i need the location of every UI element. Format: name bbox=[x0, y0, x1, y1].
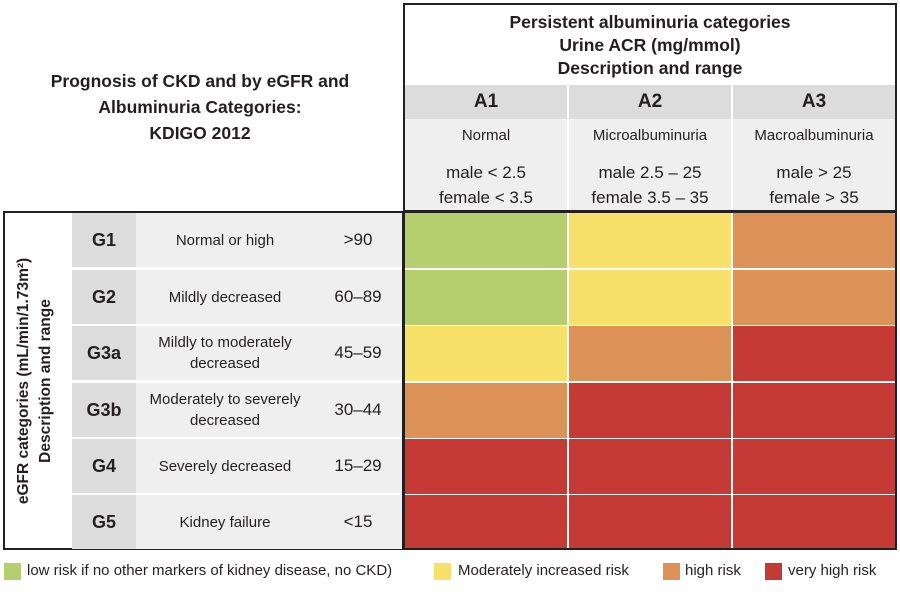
egfr-desc-g1: Normal or high bbox=[136, 213, 314, 267]
range-male: male 2.5 – 25 bbox=[598, 163, 702, 182]
range-male: male < 2.5 bbox=[446, 163, 526, 182]
title-line-1: Prognosis of CKD and by eGFR and bbox=[50, 71, 350, 91]
egfr-desc-g4: Severely decreased bbox=[136, 439, 314, 493]
egfr-axis-line-1: eGFR categories (mL/min/1.73m²) bbox=[15, 257, 32, 504]
risk-cell-g3a-a3 bbox=[733, 326, 895, 381]
albuminuria-range-a2: male 2.5 – 25 female 3.5 – 35 bbox=[569, 160, 731, 210]
legend-swatch-low bbox=[4, 563, 21, 580]
egfr-code-g2: G2 bbox=[72, 270, 136, 324]
albuminuria-title-line-3: Description and range bbox=[557, 58, 743, 78]
risk-cell-g1-a1 bbox=[405, 213, 567, 268]
albuminuria-desc-a1: Normal bbox=[461, 127, 511, 144]
range-female: female > 35 bbox=[769, 188, 859, 207]
albuminuria-range-a1: male < 2.5 female < 3.5 bbox=[405, 160, 567, 210]
range-male: male > 25 bbox=[776, 163, 852, 182]
risk-cell-g2-a3 bbox=[733, 270, 895, 325]
range-female: female < 3.5 bbox=[438, 188, 534, 207]
egfr-code-g3a: G3a bbox=[72, 326, 136, 380]
egfr-axis-line-2: Description and range bbox=[37, 298, 54, 463]
risk-cell-g3b-a3 bbox=[733, 383, 895, 438]
risk-cell-g5-a3 bbox=[733, 495, 895, 548]
albuminuria-desc-a2: Microalbuminuria bbox=[592, 127, 708, 144]
egfr-range-g1: >90 bbox=[314, 213, 402, 267]
range-female: female 3.5 – 35 bbox=[591, 188, 709, 207]
column-divider bbox=[567, 85, 569, 210]
risk-cell-g4-a3 bbox=[733, 439, 895, 494]
legend-label-moderate: Moderately increased risk bbox=[458, 562, 629, 579]
legend-swatch-moderate bbox=[434, 563, 451, 580]
albuminuria-code-a3: A3 bbox=[733, 85, 895, 119]
risk-cell-g4-a2 bbox=[569, 439, 731, 494]
risk-cell-g3a-a2 bbox=[569, 326, 731, 381]
egfr-range-g3a: 45–59 bbox=[314, 326, 402, 380]
albuminuria-code-a2: A2 bbox=[569, 85, 731, 119]
egfr-desc-g3b: Moderately to severely decreased bbox=[136, 383, 314, 437]
egfr-range-g4: 15–29 bbox=[314, 439, 402, 493]
risk-cell-g1-a2 bbox=[569, 213, 731, 268]
egfr-range-g5: <15 bbox=[314, 495, 402, 549]
albuminuria-desc-a3: Macroalbuminuria bbox=[754, 127, 874, 144]
risk-cell-g2-a1 bbox=[405, 270, 567, 325]
risk-cell-g3a-a1 bbox=[405, 326, 567, 381]
egfr-code-g3b: G3b bbox=[72, 383, 136, 437]
risk-cell-g4-a1 bbox=[405, 439, 567, 494]
egfr-desc-g2: Mildly decreased bbox=[136, 270, 314, 324]
risk-grid-border bbox=[403, 211, 897, 550]
legend-swatch-very-high bbox=[765, 563, 782, 580]
egfr-code-g1: G1 bbox=[72, 213, 136, 267]
egfr-desc-g5: Kidney failure bbox=[136, 495, 314, 549]
page-title: Prognosis of CKD and by eGFR and Albumin… bbox=[0, 68, 400, 146]
egfr-axis-label: eGFR categories (mL/min/1.73m²) Descript… bbox=[5, 213, 65, 548]
risk-cell-g3b-a1 bbox=[405, 383, 567, 438]
title-line-2: Albuminuria Categories: bbox=[98, 97, 302, 117]
egfr-desc-g3a: Mildly to moderately decreased bbox=[136, 326, 314, 380]
egfr-code-g4: G4 bbox=[72, 439, 136, 493]
albuminuria-range-a3: male > 25 female > 35 bbox=[733, 160, 895, 210]
legend-label-low: low risk if no other markers of kidney d… bbox=[27, 562, 393, 579]
albuminuria-code-a1: A1 bbox=[405, 85, 567, 119]
legend-label-very-high: very high risk bbox=[788, 562, 877, 579]
egfr-range-g3b: 30–44 bbox=[314, 383, 402, 437]
risk-cell-g5-a2 bbox=[569, 495, 731, 548]
albuminuria-title: Persistent albuminuria categories Urine … bbox=[405, 11, 895, 80]
risk-cell-g5-a1 bbox=[405, 495, 567, 548]
title-line-3: KDIGO 2012 bbox=[149, 123, 251, 143]
egfr-range-g2: 60–89 bbox=[314, 270, 402, 324]
legend-swatch-high bbox=[663, 563, 680, 580]
albuminuria-title-line-1: Persistent albuminuria categories bbox=[509, 12, 791, 32]
albuminuria-title-line-2: Urine ACR (mg/mmol) bbox=[559, 35, 741, 55]
egfr-code-g5: G5 bbox=[72, 495, 136, 549]
column-divider bbox=[731, 85, 733, 210]
risk-cell-g1-a3 bbox=[733, 213, 895, 268]
risk-cell-g2-a2 bbox=[569, 270, 731, 325]
legend-label-high: high risk bbox=[685, 562, 741, 579]
risk-cell-g3b-a2 bbox=[569, 383, 731, 438]
